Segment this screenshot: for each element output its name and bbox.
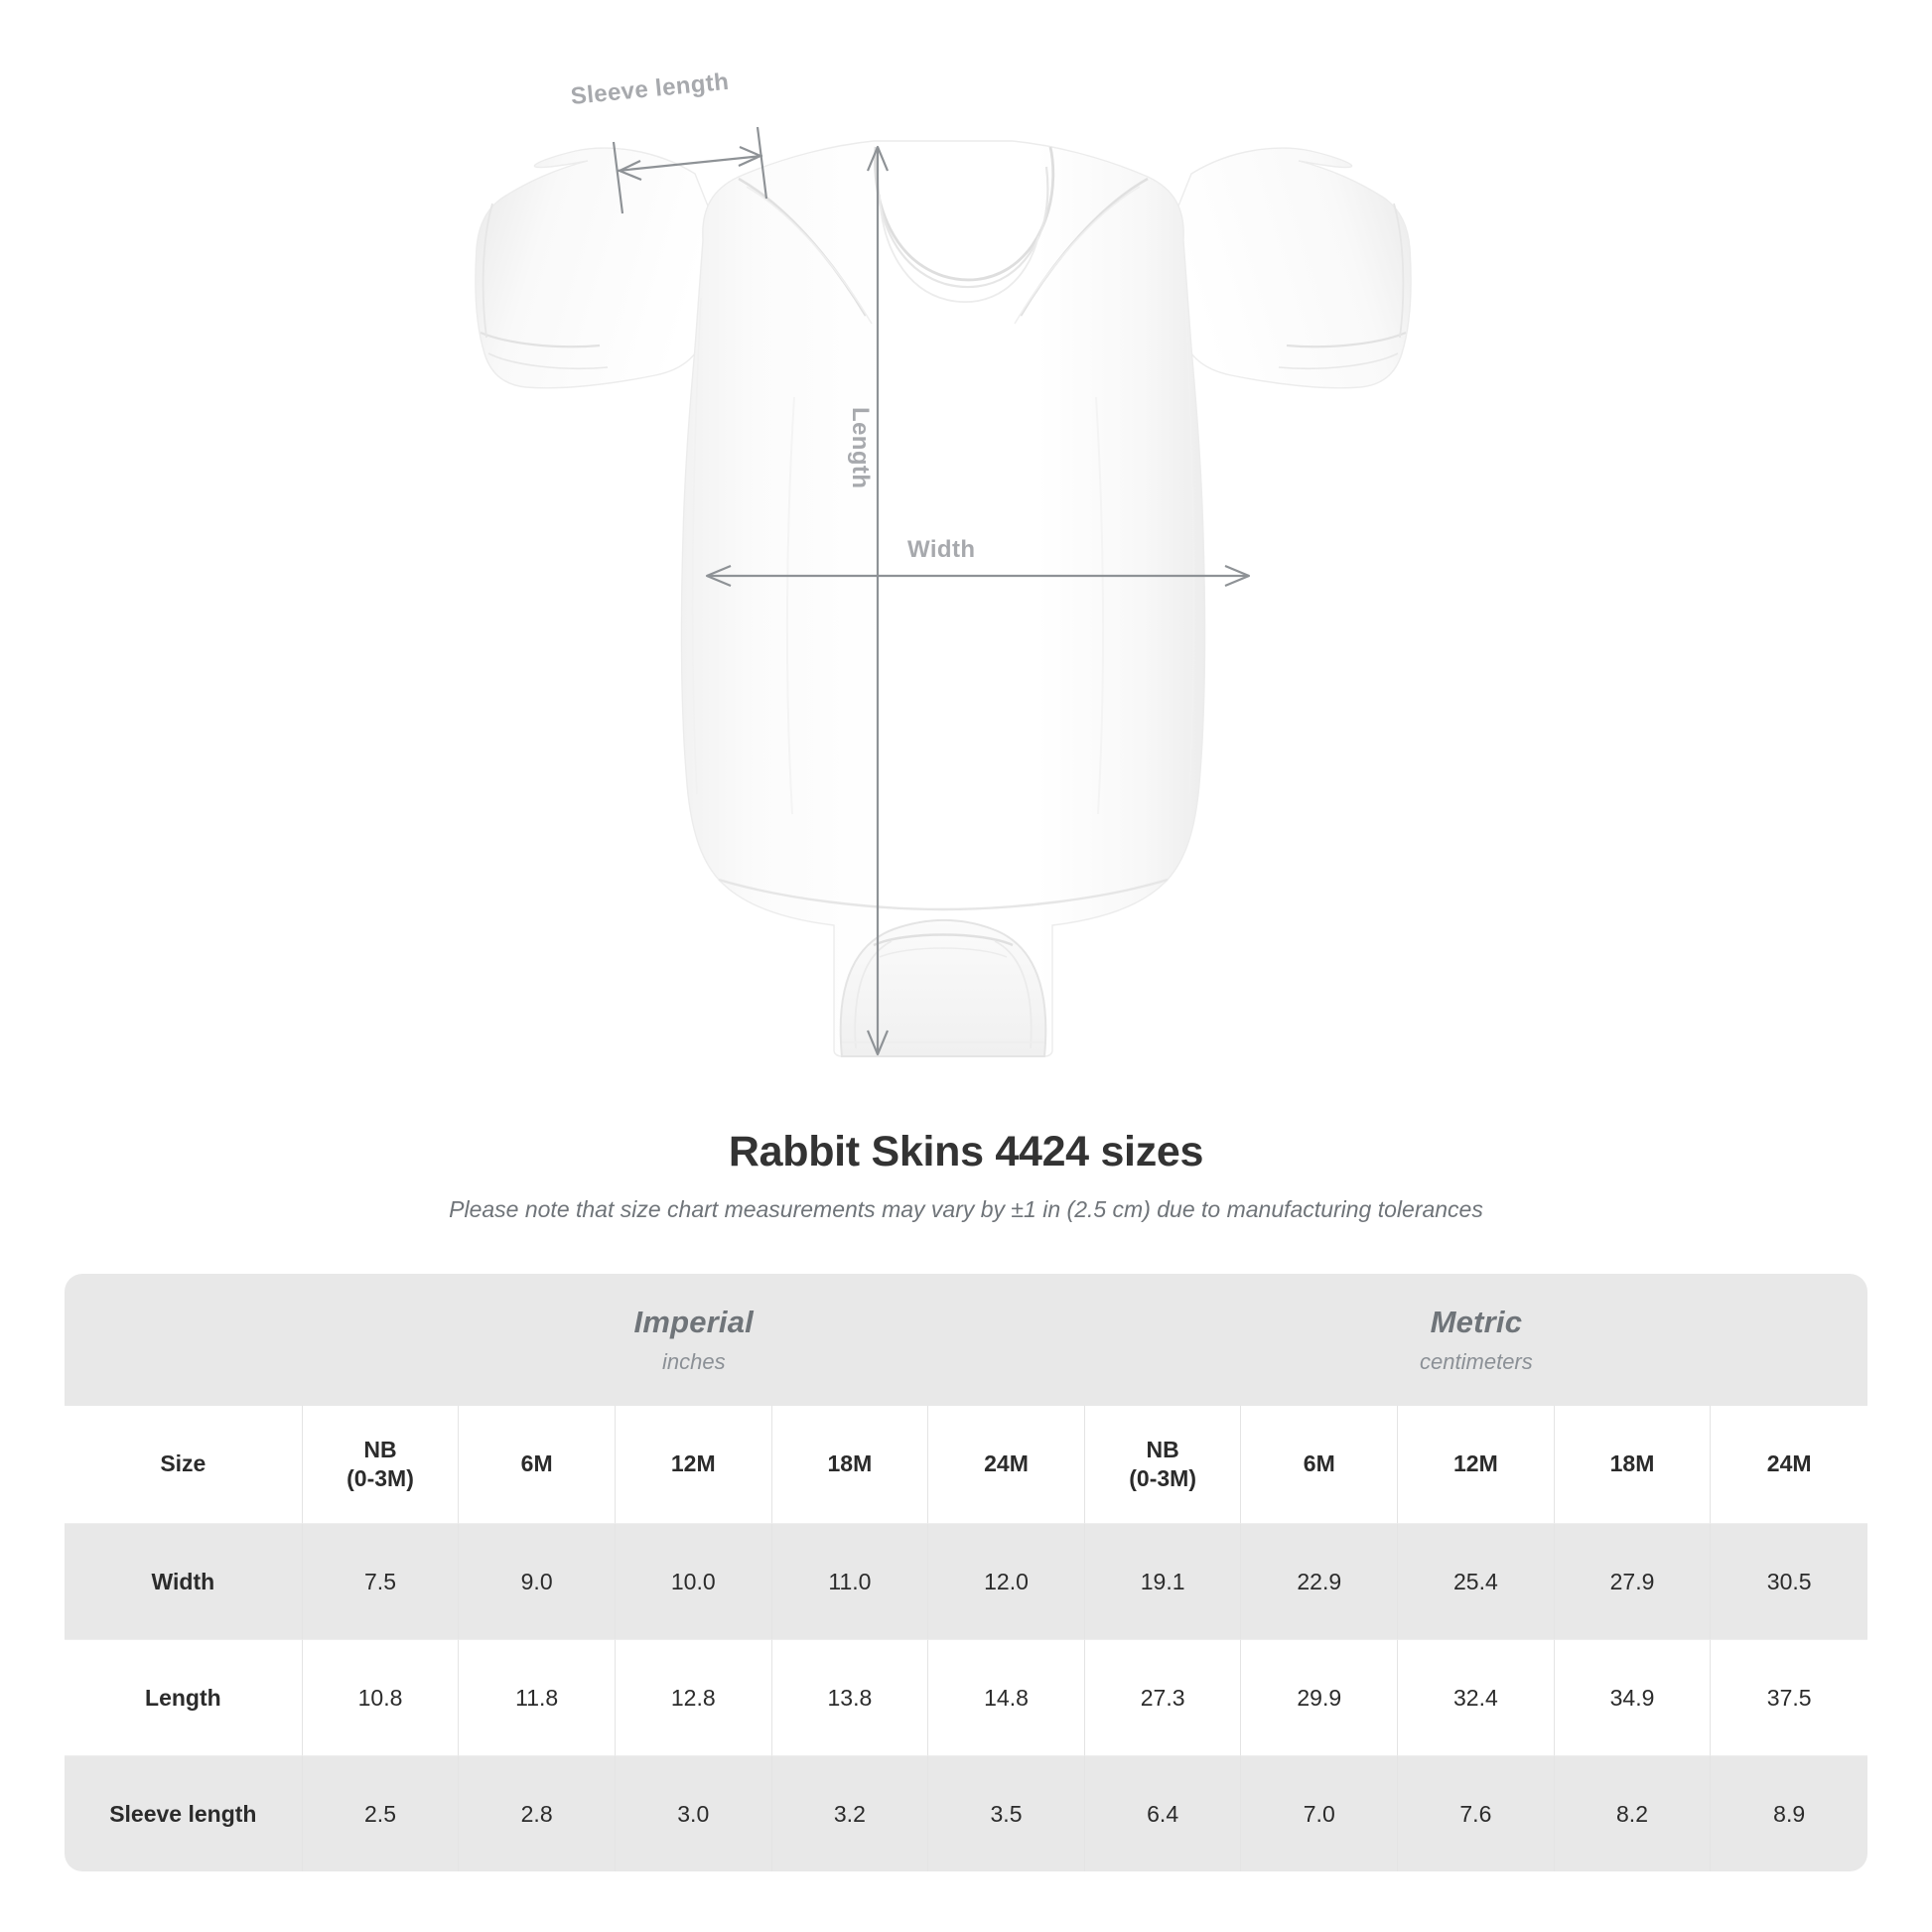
cell-sleeve-18m-imperial: 3.2 — [771, 1755, 929, 1871]
cell-sleeve-12m-metric: 7.6 — [1398, 1755, 1555, 1871]
unit-group-title: Imperial — [633, 1305, 754, 1339]
row-label-length: Length — [65, 1639, 303, 1755]
column-header-size: Size — [65, 1406, 303, 1523]
cell-width-24m-imperial: 12.0 — [928, 1523, 1085, 1639]
column-header-18m-metric: 18M — [1554, 1406, 1712, 1523]
cell-length-6m-metric: 29.9 — [1241, 1639, 1399, 1755]
cell-length-6m-imperial: 11.8 — [459, 1639, 616, 1755]
cell-width-24m-metric: 30.5 — [1711, 1523, 1867, 1639]
garment-illustration: Sleeve length Length Width — [475, 69, 1412, 1057]
width-measure — [705, 564, 1251, 588]
size-note: (0-3M) — [1129, 1465, 1196, 1491]
unit-group-row: Imperial inches Metric centimeters — [65, 1274, 1867, 1406]
cell-sleeve-18m-metric: 8.2 — [1554, 1755, 1712, 1871]
unit-group-imperial: Imperial inches — [302, 1274, 1085, 1406]
cell-length-24m-metric: 37.5 — [1711, 1639, 1867, 1755]
cell-length-nb-imperial: 10.8 — [302, 1639, 460, 1755]
page-subtitle: Please note that size chart measurements… — [449, 1196, 1483, 1222]
column-header-18m-imperial: 18M — [771, 1406, 929, 1523]
row-label-sleeve-length: Sleeve length — [65, 1755, 303, 1871]
column-header-24m-imperial: 24M — [928, 1406, 1085, 1523]
cell-length-12m-imperial: 12.8 — [615, 1639, 772, 1755]
cell-width-18m-imperial: 11.0 — [771, 1523, 929, 1639]
bodysuit-diagram — [475, 126, 1412, 1057]
left-sleeve — [475, 147, 718, 389]
cell-sleeve-6m-imperial: 2.8 — [459, 1755, 616, 1871]
cell-length-24m-imperial: 14.8 — [928, 1639, 1085, 1755]
size-chart-table: Imperial inches Metric centimeters Size … — [65, 1274, 1867, 1871]
unit-group-subtitle: centimeters — [1420, 1349, 1533, 1374]
cell-width-6m-imperial: 9.0 — [459, 1523, 616, 1639]
column-header-24m-metric: 24M — [1711, 1406, 1867, 1523]
cell-sleeve-6m-metric: 7.0 — [1241, 1755, 1399, 1871]
column-header-12m-imperial: 12M — [615, 1406, 772, 1523]
size-chart-table-wrapper: Imperial inches Metric centimeters Size … — [65, 1274, 1867, 1871]
cell-width-nb-metric: 19.1 — [1084, 1523, 1242, 1639]
column-header-nb-metric: NB (0-3M) — [1084, 1406, 1242, 1523]
right-sleeve — [1169, 147, 1412, 389]
unit-spacer-cell — [65, 1274, 303, 1406]
size-name: NB — [363, 1436, 397, 1462]
column-header-nb-imperial: NB (0-3M) — [302, 1406, 460, 1523]
cell-sleeve-12m-imperial: 3.0 — [615, 1755, 772, 1871]
table-row: Length 10.8 11.8 12.8 13.8 14.8 27.3 29.… — [65, 1639, 1867, 1755]
table-row: Sleeve length 2.5 2.8 3.0 3.2 3.5 6.4 7.… — [65, 1755, 1867, 1871]
cell-width-6m-metric: 22.9 — [1241, 1523, 1399, 1639]
cell-sleeve-24m-imperial: 3.5 — [928, 1755, 1085, 1871]
sleeve-length-measure — [612, 126, 768, 214]
row-label-width: Width — [65, 1523, 303, 1639]
cell-width-12m-imperial: 10.0 — [615, 1523, 772, 1639]
size-note: (0-3M) — [346, 1465, 414, 1491]
cell-length-18m-metric: 34.9 — [1554, 1639, 1712, 1755]
column-header-6m-imperial: 6M — [459, 1406, 616, 1523]
cell-length-12m-metric: 32.4 — [1398, 1639, 1555, 1755]
width-label: Width — [907, 536, 976, 563]
cell-sleeve-nb-imperial: 2.5 — [302, 1755, 460, 1871]
cell-width-12m-metric: 25.4 — [1398, 1523, 1555, 1639]
column-header-12m-metric: 12M — [1398, 1406, 1555, 1523]
table-row: Width 7.5 9.0 10.0 11.0 12.0 19.1 22.9 2… — [65, 1523, 1867, 1639]
size-name: NB — [1146, 1436, 1179, 1462]
unit-group-subtitle: inches — [661, 1349, 726, 1374]
cell-length-nb-metric: 27.3 — [1084, 1639, 1242, 1755]
size-header-row: Size NB (0-3M) 6M 12M 18M 24M NB (0-3M) … — [65, 1406, 1867, 1523]
cell-sleeve-24m-metric: 8.9 — [1711, 1755, 1867, 1871]
length-measure — [866, 145, 890, 1056]
unit-group-title: Metric — [1430, 1305, 1523, 1339]
cell-length-18m-imperial: 13.8 — [771, 1639, 929, 1755]
cell-width-18m-metric: 27.9 — [1554, 1523, 1712, 1639]
cell-sleeve-nb-metric: 6.4 — [1084, 1755, 1242, 1871]
cell-width-nb-imperial: 7.5 — [302, 1523, 460, 1639]
snap-crotch-flap — [718, 878, 1169, 1057]
column-header-6m-metric: 6M — [1241, 1406, 1399, 1523]
unit-group-metric: Metric centimeters — [1084, 1274, 1867, 1406]
length-label: Length — [847, 407, 874, 489]
title-block: Rabbit Skins 4424 sizes Please note that… — [0, 1128, 1932, 1223]
bodysuit-body — [680, 140, 1206, 1057]
page-title: Rabbit Skins 4424 sizes — [728, 1128, 1204, 1175]
